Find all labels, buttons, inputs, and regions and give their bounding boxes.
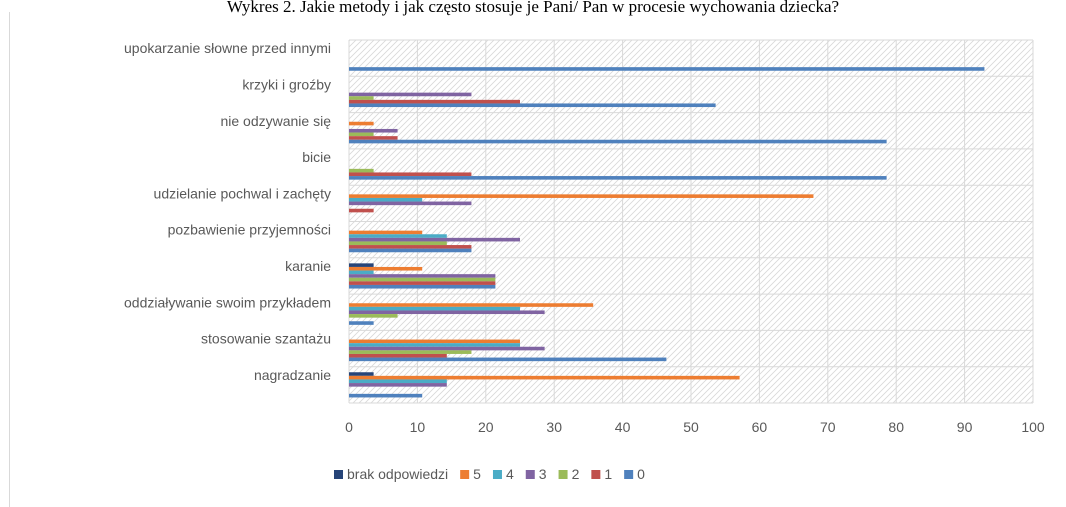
bar bbox=[349, 234, 447, 238]
bar bbox=[349, 92, 472, 97]
bar bbox=[349, 121, 374, 126]
x-tick-label: 30 bbox=[546, 419, 562, 435]
legend-label: 5 bbox=[473, 466, 481, 482]
legend-label: 0 bbox=[637, 466, 645, 482]
bar bbox=[349, 103, 716, 108]
bar bbox=[349, 208, 374, 213]
x-tick-label: 100 bbox=[1021, 419, 1045, 435]
bar bbox=[349, 241, 447, 246]
x-tick-label: 10 bbox=[410, 419, 426, 435]
bar bbox=[349, 245, 472, 249]
bar bbox=[349, 67, 985, 71]
bar bbox=[349, 136, 398, 140]
bar bbox=[349, 346, 545, 351]
category-label: udzielanie pochwal i zachęty bbox=[154, 185, 331, 201]
bar bbox=[349, 270, 374, 275]
chart-title: Wykres 2. Jakie metody i jak często stos… bbox=[226, 0, 840, 16]
category-label: stosowanie szantażu bbox=[201, 331, 331, 347]
bar bbox=[349, 266, 423, 271]
x-tick-label: 40 bbox=[615, 419, 631, 435]
category-label: bicie bbox=[302, 149, 331, 165]
category-label: upokarzanie słowne przed innymi bbox=[124, 40, 331, 56]
bar bbox=[349, 197, 423, 202]
bar bbox=[349, 281, 496, 285]
bar bbox=[349, 172, 472, 177]
bar bbox=[349, 176, 887, 180]
legend-swatch bbox=[460, 470, 470, 479]
bar bbox=[349, 277, 496, 282]
category-label: pozbawienie przyjemności bbox=[168, 222, 331, 238]
bar bbox=[349, 383, 447, 387]
category-labels: upokarzanie słowne przed innymi krzyki i … bbox=[124, 40, 331, 383]
legend-swatch bbox=[334, 470, 343, 479]
bar bbox=[349, 96, 374, 100]
bar bbox=[349, 310, 545, 315]
legend-swatch bbox=[591, 470, 601, 479]
legend-item: 4 bbox=[492, 466, 514, 482]
legend-item: 3 bbox=[525, 466, 547, 482]
bar bbox=[349, 314, 398, 318]
bar bbox=[349, 375, 740, 380]
x-axis-ticks: 0 10 20 30 40 50 60 70 80 90 100 bbox=[345, 419, 1045, 435]
legend-swatch bbox=[624, 470, 634, 479]
bar bbox=[349, 306, 520, 311]
legend-swatch bbox=[492, 470, 502, 479]
bar bbox=[349, 357, 667, 362]
x-tick-label: 0 bbox=[345, 419, 353, 435]
legend-swatch bbox=[558, 470, 568, 479]
bar bbox=[349, 194, 814, 198]
bar bbox=[349, 168, 374, 173]
legend-label: 3 bbox=[539, 466, 547, 482]
legend-item: 1 bbox=[591, 466, 612, 482]
legend: brak odpowiedzi 5 4 3 2 1 0 bbox=[334, 466, 645, 482]
bar bbox=[349, 237, 520, 242]
legend-label: brak odpowiedzi bbox=[347, 466, 448, 482]
bar bbox=[349, 353, 447, 358]
x-tick-label: 60 bbox=[752, 419, 768, 435]
bar bbox=[349, 372, 374, 376]
x-tick-label: 90 bbox=[957, 419, 973, 435]
bar bbox=[349, 350, 472, 354]
x-tick-label: 20 bbox=[478, 419, 494, 435]
category-label: karanie bbox=[285, 258, 331, 274]
bar bbox=[349, 379, 447, 384]
legend-item: 0 bbox=[624, 466, 645, 482]
legend-item: brak odpowiedzi bbox=[334, 466, 448, 482]
bar bbox=[349, 132, 374, 137]
bar bbox=[349, 99, 520, 104]
x-tick-label: 50 bbox=[683, 419, 699, 435]
bar bbox=[349, 248, 472, 253]
category-label: nagradzanie bbox=[254, 367, 331, 383]
x-tick-label: 70 bbox=[820, 419, 836, 435]
x-tick-label: 80 bbox=[888, 419, 904, 435]
category-label: krzyki i groźby bbox=[242, 76, 331, 92]
bar bbox=[349, 284, 496, 289]
legend-swatch bbox=[525, 470, 535, 479]
category-label: nie odzywanie się bbox=[220, 113, 331, 129]
bar bbox=[349, 230, 423, 235]
bar bbox=[349, 263, 374, 267]
bar bbox=[349, 321, 374, 325]
bar bbox=[349, 201, 472, 206]
bar bbox=[349, 128, 398, 133]
bar bbox=[349, 393, 423, 398]
category-label: oddziaływanie swoim przykładem bbox=[124, 294, 331, 310]
bar bbox=[349, 339, 520, 344]
legend-label: 2 bbox=[572, 466, 580, 482]
bar bbox=[349, 343, 520, 347]
bar bbox=[349, 274, 496, 278]
bar bbox=[349, 303, 594, 307]
legend-label: 1 bbox=[604, 466, 612, 482]
bar bbox=[349, 139, 887, 144]
legend-item: 5 bbox=[460, 466, 481, 482]
legend-label: 4 bbox=[506, 466, 514, 482]
frame-left-rule bbox=[9, 12, 10, 507]
bars bbox=[349, 67, 985, 398]
legend-item: 2 bbox=[558, 466, 580, 482]
